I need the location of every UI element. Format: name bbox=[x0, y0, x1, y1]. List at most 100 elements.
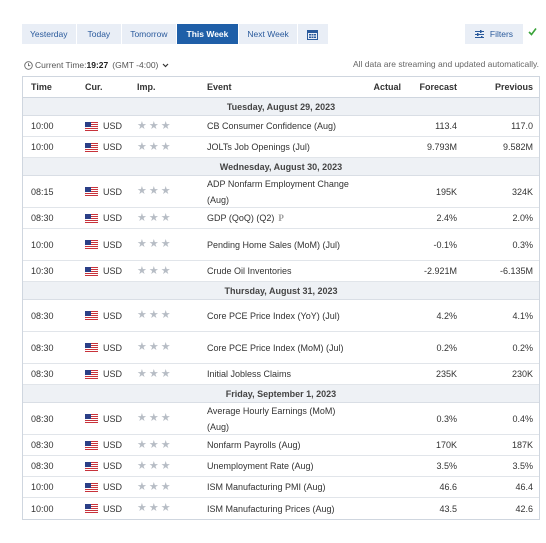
event-forecast: 235K bbox=[435, 369, 457, 379]
event-previous: -6.135M bbox=[499, 266, 533, 276]
event-name-link[interactable]: Nonfarm Payrolls (Aug) bbox=[207, 440, 301, 450]
table-row[interactable]: 08:30 USD ★ ★ ★ GDP (QoQ) (Q2) P 2.4% 2.0% bbox=[23, 208, 539, 229]
importance-star-icon: ★ bbox=[137, 367, 147, 380]
event-name-cell: GDP (QoQ) (Q2) P bbox=[207, 210, 357, 226]
tab-next-week[interactable]: Next Week bbox=[239, 24, 297, 44]
us-flag-icon bbox=[85, 240, 98, 249]
filter-sliders-icon bbox=[474, 30, 484, 38]
event-currency: USD bbox=[85, 504, 137, 514]
importance-star-icon: ★ bbox=[160, 185, 171, 197]
event-name-cell: Nonfarm Payrolls (Aug) bbox=[207, 437, 357, 453]
table-row[interactable]: 08:30 USD ★ ★ ★ Nonfarm Payrolls (Aug) 170K 187… bbox=[23, 435, 539, 456]
currency-code: USD bbox=[103, 342, 123, 353]
event-name-link[interactable]: Average Hourly Earnings (MoM) (Aug) bbox=[207, 405, 336, 432]
event-time: 08:30 bbox=[31, 342, 54, 353]
tab-yesterday[interactable]: Yesterday bbox=[22, 24, 76, 44]
event-time: 08:30 bbox=[31, 369, 54, 379]
table-row[interactable]: 08:30 USD ★ ★ ★ Average Hourly Earnings (MoM)… bbox=[23, 403, 539, 435]
event-name-link[interactable]: ISM Manufacturing PMI (Aug) bbox=[207, 482, 326, 492]
event-name-link[interactable]: Pending Home Sales (MoM) (Jul) bbox=[207, 239, 341, 250]
event-previous: 2.0% bbox=[512, 213, 533, 223]
importance-star-icon: ★ bbox=[160, 140, 171, 153]
currency-code: USD bbox=[103, 213, 123, 223]
chevron-down-icon bbox=[162, 63, 169, 67]
event-name-link[interactable]: GDP (QoQ) (Q2) bbox=[207, 213, 275, 223]
tab-this-week[interactable]: This Week bbox=[176, 24, 239, 44]
event-currency: USD bbox=[85, 461, 137, 471]
importance-star-icon: ★ bbox=[148, 264, 159, 277]
importance-star-icon: ★ bbox=[148, 309, 159, 321]
event-time: 10:00 bbox=[31, 239, 54, 250]
event-importance: ★ ★ ★ bbox=[137, 342, 207, 353]
tab-today[interactable]: Today bbox=[76, 24, 122, 44]
importance-star-icon: ★ bbox=[160, 211, 171, 224]
table-row[interactable]: 10:30 USD ★ ★ ★ Crude Oil Inventories -2.921M -… bbox=[23, 261, 539, 282]
event-currency: USD bbox=[85, 414, 137, 424]
event-name-link[interactable]: Crude Oil Inventories bbox=[207, 266, 292, 276]
us-flag-icon bbox=[85, 343, 98, 352]
event-previous: 0.3% bbox=[512, 239, 533, 250]
table-row[interactable]: 10:00 USD ★ ★ ★ JOLTs Job Openings (Jul) 9.793… bbox=[23, 137, 539, 158]
importance-star-icon: ★ bbox=[160, 119, 171, 132]
col-previous-header: Previous bbox=[494, 82, 533, 92]
event-currency: USD bbox=[85, 213, 137, 223]
event-name-link[interactable]: Initial Jobless Claims bbox=[207, 369, 292, 379]
col-time-header: Time bbox=[31, 82, 52, 92]
tab-tomorrow[interactable]: Tomorrow bbox=[122, 24, 176, 44]
table-row[interactable]: 08:30 USD ★ ★ ★ Initial Jobless Claims 235K 230… bbox=[23, 364, 539, 385]
event-previous: 230K bbox=[511, 369, 533, 379]
col-importance-header: Imp. bbox=[137, 82, 156, 92]
event-importance: ★ ★ ★ bbox=[137, 186, 207, 197]
event-previous: 42.6 bbox=[515, 503, 533, 514]
period-tabs: Yesterday Today Tomorrow This Week Next … bbox=[22, 24, 329, 44]
event-name-link[interactable]: Core PCE Price Index (YoY) (Jul) bbox=[207, 310, 340, 321]
importance-star-icon: ★ bbox=[148, 185, 159, 197]
event-forecast: 113.4 bbox=[435, 121, 457, 131]
us-flag-icon bbox=[85, 482, 98, 492]
event-name-link[interactable]: Core PCE Price Index (MoM) (Jul) bbox=[207, 342, 344, 353]
event-currency: USD bbox=[85, 187, 137, 197]
current-time-selector[interactable]: Current Time: 19:27 (GMT -4:00) bbox=[24, 60, 169, 70]
calendar-button[interactable] bbox=[297, 24, 328, 44]
table-row[interactable]: 10:00 USD ★ ★ ★ CB Consumer Confidence (Aug) 1… bbox=[23, 116, 539, 137]
table-row[interactable]: 08:30 USD ★ ★ ★ Core PCE Price Index (YoY) (J… bbox=[23, 300, 539, 332]
event-forecast: 3.5% bbox=[436, 461, 457, 471]
table-row[interactable]: 08:30 USD ★ ★ ★ Core PCE Price Index (MoM) (J… bbox=[23, 332, 539, 364]
event-name-cell: Crude Oil Inventories bbox=[207, 263, 357, 279]
event-name-link[interactable]: CB Consumer Confidence (Aug) bbox=[207, 121, 337, 131]
event-importance: ★ ★ ★ bbox=[137, 119, 207, 132]
event-time: 08:15 bbox=[31, 186, 54, 197]
currency-code: USD bbox=[103, 440, 123, 450]
day-header: Thursday, August 31, 2023 bbox=[23, 282, 539, 300]
table-row[interactable]: 08:15 USD ★ ★ ★ ADP Nonfarm Employment Change… bbox=[23, 176, 539, 208]
event-importance: ★ ★ ★ bbox=[137, 439, 207, 451]
day-header: Wednesday, August 30, 2023 bbox=[23, 158, 539, 176]
table-row[interactable]: 10:00 USD ★ ★ ★ ISM Manufacturing Prices (Aug… bbox=[23, 498, 539, 519]
us-flag-icon bbox=[85, 311, 98, 320]
table-row[interactable]: 10:00 USD ★ ★ ★ ISM Manufacturing PMI (Aug) 46… bbox=[23, 477, 539, 498]
table-row[interactable]: 08:30 USD ★ ★ ★ Unemployment Rate (Aug) 3.5% 3.… bbox=[23, 456, 539, 477]
event-forecast: 46.6 bbox=[439, 482, 457, 492]
filters-button[interactable]: Filters bbox=[465, 24, 523, 44]
importance-star-icon: ★ bbox=[160, 264, 171, 277]
us-flag-icon bbox=[85, 369, 98, 379]
importance-star-icon: ★ bbox=[160, 412, 171, 424]
event-name-link[interactable]: ISM Manufacturing Prices (Aug) bbox=[207, 503, 335, 514]
event-name-link[interactable]: JOLTs Job Openings (Jul) bbox=[207, 142, 310, 152]
importance-star-icon: ★ bbox=[137, 211, 147, 224]
event-time: 10:00 bbox=[31, 142, 54, 152]
table-row[interactable]: 10:00 USD ★ ★ ★ Pending Home Sales (MoM) (Jul… bbox=[23, 229, 539, 261]
event-name-link[interactable]: Unemployment Rate (Aug) bbox=[207, 461, 314, 471]
us-flag-icon bbox=[85, 142, 98, 152]
event-currency: USD bbox=[85, 343, 137, 353]
event-name-link[interactable]: ADP Nonfarm Employment Change (Aug) bbox=[207, 178, 349, 205]
us-flag-icon bbox=[85, 461, 98, 471]
importance-star-icon: ★ bbox=[160, 309, 171, 321]
event-previous: 9.582M bbox=[502, 142, 533, 152]
event-time: 08:30 bbox=[31, 440, 54, 450]
currency-code: USD bbox=[103, 369, 123, 379]
event-importance: ★ ★ ★ bbox=[137, 140, 207, 153]
event-time: 10:30 bbox=[31, 266, 54, 276]
importance-star-icon: ★ bbox=[160, 238, 171, 250]
currency-code: USD bbox=[103, 121, 123, 131]
